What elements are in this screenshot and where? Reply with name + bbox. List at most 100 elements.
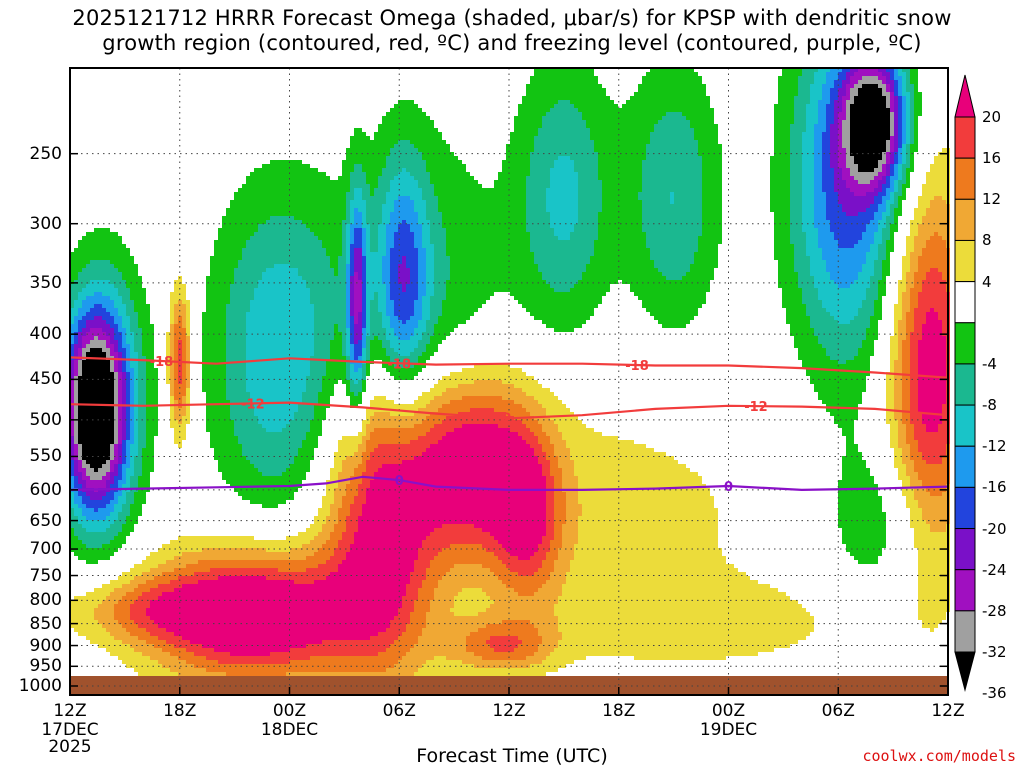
heat-cell — [674, 208, 678, 212]
heat-cell — [250, 224, 254, 228]
heat-cell — [562, 72, 566, 76]
heat-cell — [826, 104, 830, 108]
heat-cell — [818, 84, 822, 88]
heat-cell — [634, 120, 638, 124]
heat-cell — [926, 188, 930, 192]
heat-cell — [514, 160, 518, 164]
heat-cell — [702, 144, 706, 148]
heat-cell — [778, 140, 782, 144]
heat-cell — [670, 156, 674, 160]
heat-cell — [686, 76, 690, 80]
heat-cell — [874, 76, 878, 80]
heat-cell — [666, 204, 670, 208]
heat-cell — [498, 224, 502, 228]
heat-cell — [622, 228, 626, 232]
heat-cell — [694, 128, 698, 132]
heat-cell — [254, 232, 258, 236]
heat-cell — [498, 208, 502, 212]
heat-cell — [558, 88, 562, 92]
heat-cell — [846, 180, 850, 184]
heat-cell — [534, 120, 538, 124]
heat-cell — [810, 112, 814, 116]
heat-cell — [814, 160, 818, 164]
heat-cell — [898, 92, 902, 96]
heat-cell — [918, 208, 922, 212]
heat-cell — [370, 220, 374, 224]
heat-cell — [670, 96, 674, 100]
heat-cell — [642, 108, 646, 112]
heat-cell — [306, 228, 310, 232]
heat-cell — [342, 196, 346, 200]
heat-cell — [670, 68, 674, 72]
heat-cell — [606, 208, 610, 212]
heat-cell — [686, 92, 690, 96]
heat-cell — [882, 228, 886, 232]
heat-cell — [326, 180, 330, 184]
heat-cell — [790, 176, 794, 180]
heat-cell — [802, 180, 806, 184]
heat-cell — [582, 100, 586, 104]
heat-cell — [698, 156, 702, 160]
heat-cell — [514, 168, 518, 172]
heat-cell — [886, 204, 890, 208]
heat-cell — [858, 100, 862, 104]
heat-cell — [546, 200, 550, 204]
heat-cell — [430, 176, 434, 180]
heat-cell — [366, 168, 370, 172]
heat-cell — [774, 124, 778, 128]
heat-cell — [322, 200, 326, 204]
heat-cell — [278, 180, 282, 184]
heat-cell — [558, 104, 562, 108]
heat-cell — [542, 184, 546, 188]
heat-cell — [866, 112, 870, 116]
heat-cell — [786, 212, 790, 216]
heat-cell — [622, 156, 626, 160]
heat-cell — [858, 108, 862, 112]
heat-cell — [838, 228, 842, 232]
heat-cell — [354, 160, 358, 164]
heat-cell — [870, 68, 874, 72]
heat-cell — [806, 156, 810, 160]
heat-cell — [886, 144, 890, 148]
heat-cell — [634, 208, 638, 212]
heat-cell — [634, 228, 638, 232]
heat-cell — [858, 144, 862, 148]
heat-cell — [890, 160, 894, 164]
heat-cell — [842, 136, 846, 140]
heat-cell — [518, 180, 522, 184]
heat-cell — [618, 116, 622, 120]
heat-cell — [414, 140, 418, 144]
heat-cell — [914, 100, 918, 104]
heat-cell — [550, 148, 554, 152]
heat-cell — [826, 160, 830, 164]
heat-cell — [802, 100, 806, 104]
heat-cell — [874, 160, 878, 164]
heat-cell — [814, 204, 818, 208]
heat-cell — [394, 156, 398, 160]
heat-cell — [530, 172, 534, 176]
heat-cell — [234, 220, 238, 224]
heat-cell — [438, 168, 442, 172]
heat-cell — [630, 156, 634, 160]
heat-cell — [354, 136, 358, 140]
heat-cell — [622, 152, 626, 156]
heat-cell — [558, 92, 562, 96]
heat-cell — [866, 196, 870, 200]
heat-cell — [806, 136, 810, 140]
heat-cell — [846, 184, 850, 188]
heat-cell — [682, 164, 686, 168]
heat-cell — [422, 228, 426, 232]
heat-cell — [702, 188, 706, 192]
heat-cell — [578, 84, 582, 88]
heat-cell — [866, 228, 870, 232]
heat-cell — [258, 196, 262, 200]
heat-cell — [426, 168, 430, 172]
heat-cell — [874, 164, 878, 168]
heat-cell — [774, 176, 778, 180]
heat-cell — [786, 224, 790, 228]
heat-cell — [482, 216, 486, 220]
heat-cell — [366, 136, 370, 140]
heat-cell — [898, 208, 902, 212]
heat-cell — [354, 224, 358, 228]
heat-cell — [638, 224, 642, 228]
